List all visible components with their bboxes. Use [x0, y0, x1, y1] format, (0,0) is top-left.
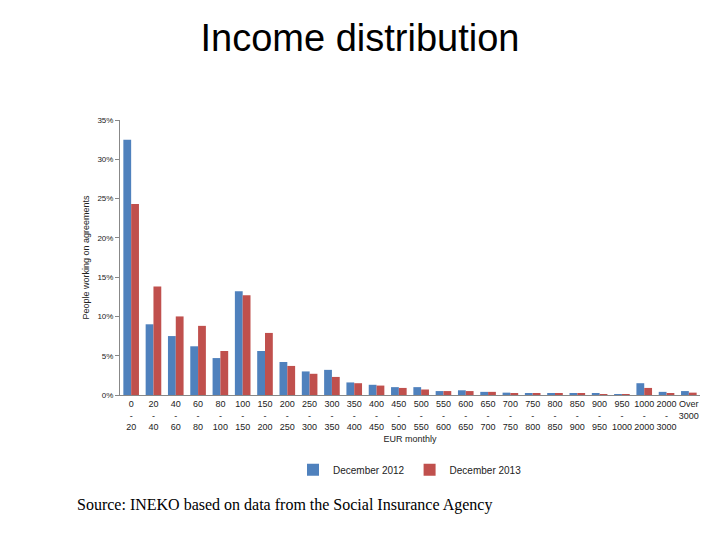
- svg-text:40-60: 40-60: [171, 399, 181, 432]
- svg-text:10%: 10%: [97, 312, 113, 321]
- svg-text:December 2012: December 2012: [333, 465, 405, 476]
- svg-text:Source: INEKO based on data fr: Source: INEKO based on data from the Soc…: [77, 496, 492, 514]
- svg-text:250-300: 250-300: [302, 399, 317, 432]
- svg-text:25%: 25%: [97, 194, 113, 203]
- svg-text:2000-3000: 2000-3000: [657, 399, 677, 432]
- svg-text:700-750: 700-750: [503, 399, 518, 432]
- svg-text:600-650: 600-650: [458, 399, 473, 432]
- svg-text:15%: 15%: [97, 273, 113, 282]
- svg-text:400-450: 400-450: [369, 399, 384, 432]
- svg-text:300-350: 300-350: [324, 399, 339, 432]
- svg-text:550-600: 550-600: [436, 399, 451, 432]
- svg-text:150-200: 150-200: [257, 399, 272, 432]
- svg-text:0-20: 0-20: [126, 399, 136, 432]
- svg-text:950-1000: 950-1000: [612, 399, 632, 432]
- svg-text:650-700: 650-700: [481, 399, 496, 432]
- svg-text:30%: 30%: [97, 155, 113, 164]
- svg-text:850-900: 850-900: [570, 399, 585, 432]
- svg-text:20-40: 20-40: [148, 399, 158, 432]
- svg-text:0%: 0%: [102, 391, 114, 400]
- svg-text:1000-2000: 1000-2000: [634, 399, 654, 432]
- svg-text:100-150: 100-150: [235, 399, 250, 432]
- svg-text:750-800: 750-800: [525, 399, 540, 432]
- svg-text:December 2013: December 2013: [450, 465, 522, 476]
- svg-text:80-100: 80-100: [213, 399, 228, 432]
- svg-text:20%: 20%: [97, 234, 113, 243]
- svg-text:60-80: 60-80: [193, 399, 203, 432]
- svg-text:800-850: 800-850: [547, 399, 562, 432]
- svg-text:500-550: 500-550: [414, 399, 429, 432]
- svg-text:900-950: 900-950: [592, 399, 607, 432]
- svg-text:350-400: 350-400: [347, 399, 362, 432]
- svg-text:People working on agreements: People working on agreements: [81, 195, 91, 320]
- svg-text:35%: 35%: [97, 116, 113, 125]
- svg-text:Income distribution: Income distribution: [201, 17, 520, 59]
- svg-text:200-250: 200-250: [280, 399, 295, 432]
- svg-text:EUR monthly: EUR monthly: [383, 434, 437, 444]
- svg-text:Over3000: Over3000: [679, 399, 699, 421]
- svg-text:5%: 5%: [102, 352, 114, 361]
- svg-text:450-500: 450-500: [391, 399, 406, 432]
